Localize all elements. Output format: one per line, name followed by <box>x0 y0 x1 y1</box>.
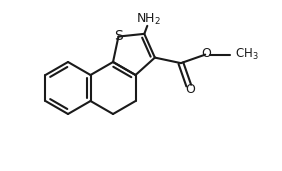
Text: NH$_2$: NH$_2$ <box>136 12 161 27</box>
Text: O: O <box>201 47 211 60</box>
Text: CH$_3$: CH$_3$ <box>235 47 259 62</box>
Text: S: S <box>114 29 123 43</box>
Text: O: O <box>185 83 195 96</box>
